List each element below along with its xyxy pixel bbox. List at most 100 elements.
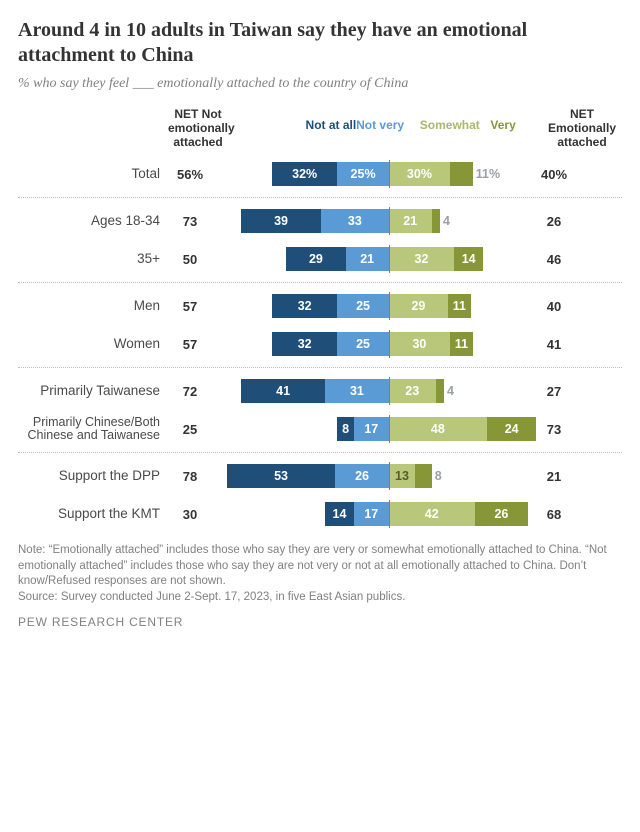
header-row: NET Not emotionally attached Not at allN… [18,108,622,149]
bar-track: 393321 4 [212,209,522,233]
seg-not-at-all: 29 [286,247,345,271]
seg-not-very: 17 [354,502,389,526]
seg-somewhat: 30 [389,332,451,356]
net-left-value: 50 [168,252,212,267]
hdr-net-left: NET Not emotionally attached [168,108,228,149]
seg-very: 24 [487,417,536,441]
center-axis [389,500,390,528]
seg-very-label: 4 [444,379,474,403]
seg-not-at-all: 32% [272,162,338,186]
diverging-bar-chart: NET Not emotionally attached Not at allN… [18,108,622,533]
hdr-very: Very [468,119,538,149]
row-label: 35+ [18,252,168,267]
group-separator [18,452,622,453]
seg-very: 11 [448,294,471,318]
seg-somewhat: 30% [389,162,451,186]
net-right-value: 40% [522,167,576,182]
seg-not-very: 25 [337,332,388,356]
center-axis [389,462,390,490]
net-right-value: 46 [522,252,576,267]
net-left-value: 30 [168,507,212,522]
seg-very: 26 [475,502,528,526]
row-label: Support the DPP [18,469,168,484]
seg-not-very: 17 [354,417,389,441]
seg-very-label: 8 [432,464,462,488]
group-separator [18,367,622,368]
row-label: Women [18,337,168,352]
center-axis [389,207,390,235]
chart-note: Note: “Emotionally attached” includes th… [18,543,622,605]
seg-very: 11 [450,332,473,356]
center-axis [389,245,390,273]
seg-somewhat: 13 [389,464,416,488]
seg-somewhat: 23 [389,379,436,403]
hdr-net-right: NET Emotionally attached [538,108,620,149]
seg-somewhat: 29 [389,294,448,318]
bar-track: 32253011 [212,332,522,356]
net-left-value: 73 [168,214,212,229]
net-right-value: 40 [522,299,576,314]
data-row: Support the DPP78 532613 8 21 [18,457,622,495]
bar-track: 29213214 [212,247,522,271]
seg-not-very: 26 [335,464,388,488]
row-label: Total [18,167,168,182]
data-row: Support the KMT301417422668 [18,495,622,533]
bar-track: 32252911 [212,294,522,318]
data-row: Total56%32%25%30%11%40% [18,155,622,193]
net-left-value: 56% [168,167,212,182]
hdr-not_very: Not very [345,119,415,149]
row-label: Ages 18-34 [18,214,168,229]
bar-track: 532613 8 [212,464,522,488]
center-axis [389,160,390,188]
row-label: Primarily Taiwanese [18,384,168,399]
seg-very: 14 [454,247,483,271]
net-left-value: 57 [168,299,212,314]
seg-somewhat: 42 [389,502,475,526]
bar-track: 413123 4 [212,379,522,403]
center-axis [389,415,390,443]
net-left-value: 25 [168,422,212,437]
net-left-value: 78 [168,469,212,484]
seg-not-at-all: 32 [272,332,338,356]
data-row: Primarily Chinese/Both Chinese and Taiwa… [18,410,622,448]
seg-not-at-all: 32 [272,294,338,318]
seg-not-very: 33 [321,209,389,233]
net-right-value: 27 [522,384,576,399]
seg-very [415,464,431,488]
group-separator [18,282,622,283]
seg-somewhat: 21 [389,209,432,233]
net-right-value: 41 [522,337,576,352]
data-row: Women573225301141 [18,325,622,363]
seg-not-very: 31 [325,379,389,403]
seg-somewhat: 48 [389,417,487,441]
row-label: Men [18,299,168,314]
seg-not-very: 25 [337,294,388,318]
row-label: Primarily Chinese/Both Chinese and Taiwa… [18,416,168,444]
bar-track: 8174824 [212,417,522,441]
net-right-value: 21 [522,469,576,484]
center-axis [389,292,390,320]
data-row: Primarily Taiwanese72413123427 [18,372,622,410]
seg-not-at-all: 39 [241,209,321,233]
seg-very [450,162,473,186]
net-right-value: 68 [522,507,576,522]
seg-very [432,209,440,233]
bar-track: 32%25%30%11% [212,162,522,186]
net-right-value: 26 [522,214,576,229]
center-axis [389,377,390,405]
data-row: 35+502921321446 [18,240,622,278]
seg-very-label: 11% [473,162,503,186]
seg-not-at-all: 14 [325,502,354,526]
seg-not-at-all: 8 [337,417,353,441]
net-left-value: 57 [168,337,212,352]
data-row: Ages 18-3473 393321 4 26 [18,202,622,240]
seg-somewhat: 32 [389,247,455,271]
footer-attribution: PEW RESEARCH CENTER [18,615,622,629]
chart-subtitle: % who say they feel ___ emotionally atta… [18,76,622,92]
center-axis [389,330,390,358]
seg-very-label: 4 [440,209,470,233]
data-row: Men573225291140 [18,287,622,325]
seg-not-at-all: 53 [227,464,336,488]
seg-not-at-all: 41 [241,379,325,403]
bar-track: 14174226 [212,502,522,526]
